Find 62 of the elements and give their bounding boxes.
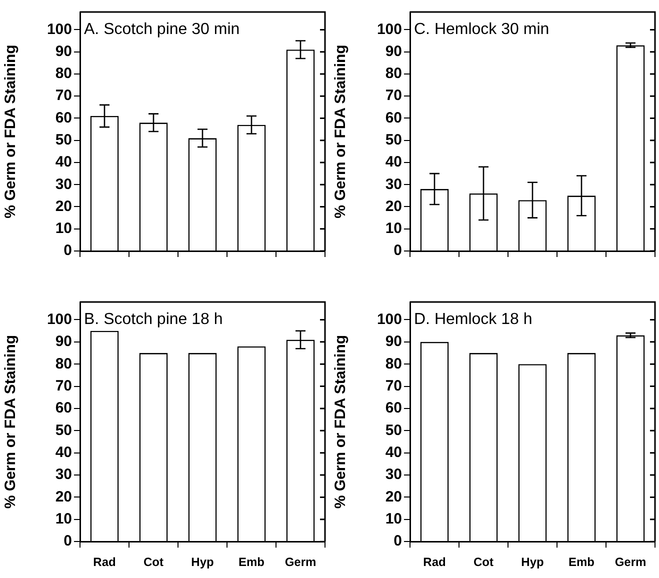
y-tick-label: 20 [385, 488, 402, 506]
y-tick-label: 10 [385, 220, 402, 238]
y-tick-label: 0 [64, 532, 72, 550]
text: A. Scotch pine 30 min [84, 21, 240, 38]
text: D. Hemlock 18 h [414, 311, 532, 328]
y-tick-label: 40 [55, 444, 72, 461]
y-tick-label: 50 [55, 131, 72, 148]
y-tick-label: 60 [385, 400, 402, 417]
y-tick-label: 20 [55, 488, 72, 506]
y-tick-label: 50 [385, 422, 402, 439]
y-tick-label: 0 [394, 242, 402, 260]
y-tick-label: 90 [385, 42, 402, 60]
y-tick-label: 100 [376, 20, 402, 38]
x-tick-label: Rad [93, 555, 116, 570]
x-tick-label: Germ [614, 555, 646, 570]
y-tick-label: 0 [64, 242, 72, 260]
y-tick-label: 90 [55, 333, 72, 350]
y-axis-title: % Germ or FDA Staining [2, 44, 20, 218]
y-tick-label: 10 [55, 220, 72, 238]
y-tick-label: 100 [46, 310, 72, 328]
x-tick-label: Emb [568, 555, 595, 570]
y-tick-label: 70 [55, 87, 72, 104]
x-tick-label: Hyp [191, 555, 214, 570]
y-tick-label: 30 [385, 466, 402, 484]
y-axis-title: % Germ or FDA Staining [332, 334, 350, 509]
x-tick-label: Hyp [521, 555, 544, 570]
y-tick-label: 60 [55, 109, 72, 126]
y-tick-label: 60 [385, 109, 402, 126]
y-tick-label: 20 [385, 198, 402, 215]
x-tick-label: Germ [284, 555, 316, 570]
y-tick-label: 20 [55, 198, 72, 215]
y-tick-label: 50 [385, 131, 402, 148]
y-tick-label: 70 [55, 377, 72, 394]
y-tick-label: 100 [376, 310, 402, 328]
x-tick-label: Emb [238, 555, 265, 570]
y-tick-label: 30 [55, 466, 72, 484]
y-tick-label: 80 [385, 65, 402, 82]
y-tick-label: 90 [385, 333, 402, 350]
y-tick-label: 80 [55, 355, 72, 372]
y-axis-title: % Germ or FDA Staining [332, 44, 350, 218]
y-tick-label: 60 [55, 400, 72, 417]
y-tick-label: 70 [385, 87, 402, 104]
y-tick-label: 30 [385, 176, 402, 193]
y-tick-label: 80 [385, 355, 402, 372]
x-tick-label: Cot [474, 555, 494, 570]
y-tick-label: 10 [55, 510, 72, 528]
y-tick-label: 90 [55, 42, 72, 60]
y-tick-label: 40 [385, 444, 402, 461]
y-tick-label: 40 [385, 154, 402, 171]
y-tick-label: 70 [385, 377, 402, 394]
y-tick-label: 80 [55, 65, 72, 82]
text: B. Scotch pine 18 h [84, 311, 223, 328]
y-tick-label: 40 [55, 154, 72, 171]
y-tick-label: 0 [394, 532, 402, 550]
y-tick-label: 100 [46, 20, 72, 38]
text: C. Hemlock 30 min [414, 21, 550, 38]
y-tick-label: 10 [385, 510, 402, 528]
x-tick-label: Rad [423, 555, 446, 570]
y-axis-title: % Germ or FDA Staining [2, 334, 20, 509]
y-tick-label: 50 [55, 422, 72, 439]
x-tick-label: Cot [144, 555, 164, 570]
y-tick-label: 30 [55, 176, 72, 193]
